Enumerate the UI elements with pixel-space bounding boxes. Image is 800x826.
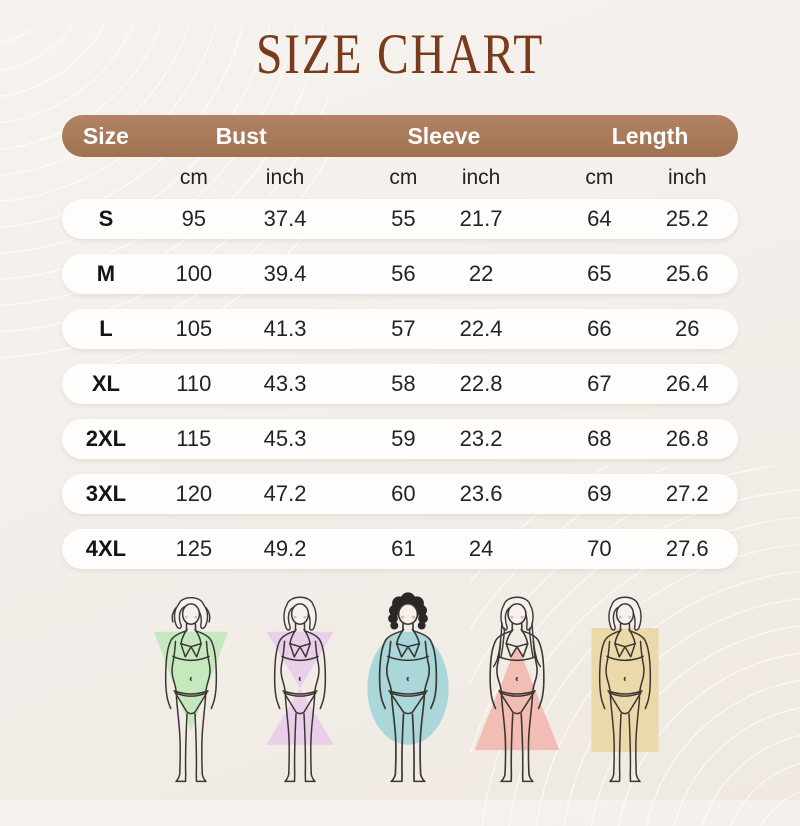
unit-label: cm <box>179 166 208 189</box>
length-cm-cell: 64 <box>587 206 612 231</box>
bust-cm-cell: 100 <box>175 261 213 286</box>
unit-label: cm <box>389 166 418 189</box>
table-row: 4XL 125 49.2 61 24 70 27.6 <box>62 529 738 569</box>
length-cm-cell: 68 <box>587 426 612 451</box>
sleeve-inch-cell: 24 <box>468 536 494 561</box>
sleeve-cm-cell: 60 <box>391 481 416 506</box>
header-size: Size <box>82 122 129 149</box>
unit-label: cm <box>585 166 614 189</box>
size-cell: L <box>99 316 113 341</box>
sleeve-inch-cell: 22 <box>468 261 494 286</box>
size-cell: M <box>96 261 116 286</box>
table-header-row: Size Bust Sleeve Length <box>62 115 738 157</box>
bust-inch-cell: 39.4 <box>263 261 307 286</box>
sleeve-cm-cell: 61 <box>391 536 416 561</box>
size-cell: 3XL <box>85 481 127 506</box>
sleeve-inch-cell: 23.2 <box>459 426 503 451</box>
length-inch-cell: 25.6 <box>665 261 709 286</box>
table-row: M 100 39.4 56 22 65 25.6 <box>62 254 738 294</box>
table-row: 2XL 115 45.3 59 23.2 68 26.8 <box>62 419 738 459</box>
unit-label: inch <box>461 166 501 189</box>
length-cm-cell: 66 <box>587 316 612 341</box>
sleeve-cm-cell: 57 <box>391 316 416 341</box>
bust-inch-cell: 41.3 <box>263 316 307 341</box>
sleeve-inch-cell: 22.8 <box>459 371 503 396</box>
figure-inverted-triangle <box>153 596 229 783</box>
size-cell: XL <box>91 371 120 396</box>
length-cm-cell: 69 <box>587 481 612 506</box>
length-inch-cell: 25.2 <box>665 206 709 231</box>
length-inch-cell: 26 <box>675 316 700 341</box>
units-row: cm inch cm inch cm inch <box>62 157 738 199</box>
header-sleeve: Sleeve <box>407 122 481 149</box>
header-length: Length <box>611 122 689 149</box>
bust-cm-cell: 105 <box>175 316 213 341</box>
table-row: S 95 37.4 55 21.7 64 25.2 <box>62 199 738 239</box>
hourglass-bottom-shape <box>265 688 334 745</box>
sleeve-inch-cell: 22.4 <box>459 316 503 341</box>
length-inch-cell: 27.6 <box>665 536 709 561</box>
bust-cm-cell: 115 <box>176 426 212 451</box>
page-title: SIZE CHART <box>255 22 544 86</box>
unit-label: inch <box>265 166 305 189</box>
sleeve-cm-cell: 56 <box>391 261 416 286</box>
size-cell: 4XL <box>85 536 127 561</box>
table-row: XL 110 43.3 58 22.8 67 26.4 <box>62 364 738 404</box>
size-cell: S <box>98 206 114 231</box>
sleeve-inch-cell: 23.6 <box>459 481 503 506</box>
figure-hourglass <box>265 596 334 783</box>
table-row: L 105 41.3 57 22.4 66 26 <box>62 309 738 349</box>
bust-inch-cell: 45.3 <box>263 426 307 451</box>
triangle-shape <box>474 644 559 751</box>
size-chart-infographic: SIZE CHART Size Bust Sleeve Length cm in… <box>0 22 800 826</box>
length-inch-cell: 27.2 <box>665 481 709 506</box>
size-chart-table: Size Bust Sleeve Length cm inch cm inch … <box>62 115 738 569</box>
bust-inch-cell: 43.3 <box>263 371 307 396</box>
bust-inch-cell: 49.2 <box>263 536 307 561</box>
size-cell: 2XL <box>85 426 127 451</box>
header-bust: Bust <box>215 122 267 149</box>
body-shape-figures <box>138 584 678 796</box>
bust-inch-cell: 47.2 <box>263 481 307 506</box>
bust-cm-cell: 95 <box>181 206 207 231</box>
bust-inch-cell: 37.4 <box>263 206 307 231</box>
bust-cm-cell: 120 <box>175 481 213 506</box>
sleeve-inch-cell: 21.7 <box>459 206 503 231</box>
figure-pear <box>474 596 559 783</box>
length-inch-cell: 26.4 <box>665 371 709 396</box>
length-cm-cell: 67 <box>587 371 612 396</box>
sleeve-cm-cell: 58 <box>391 371 416 396</box>
figure-rectangle <box>591 596 659 783</box>
sleeve-cm-cell: 59 <box>391 426 416 451</box>
unit-label: inch <box>667 166 707 189</box>
bust-cm-cell: 110 <box>176 371 212 396</box>
sleeve-cm-cell: 55 <box>391 206 416 231</box>
table-body: S 95 37.4 55 21.7 64 25.2 M 100 39.4 56 … <box>62 199 738 569</box>
length-inch-cell: 26.8 <box>665 426 709 451</box>
length-cm-cell: 65 <box>587 261 612 286</box>
length-cm-cell: 70 <box>587 536 612 561</box>
figure-round <box>367 592 449 783</box>
bust-cm-cell: 125 <box>175 536 213 561</box>
table-row: 3XL 120 47.2 60 23.6 69 27.2 <box>62 474 738 514</box>
